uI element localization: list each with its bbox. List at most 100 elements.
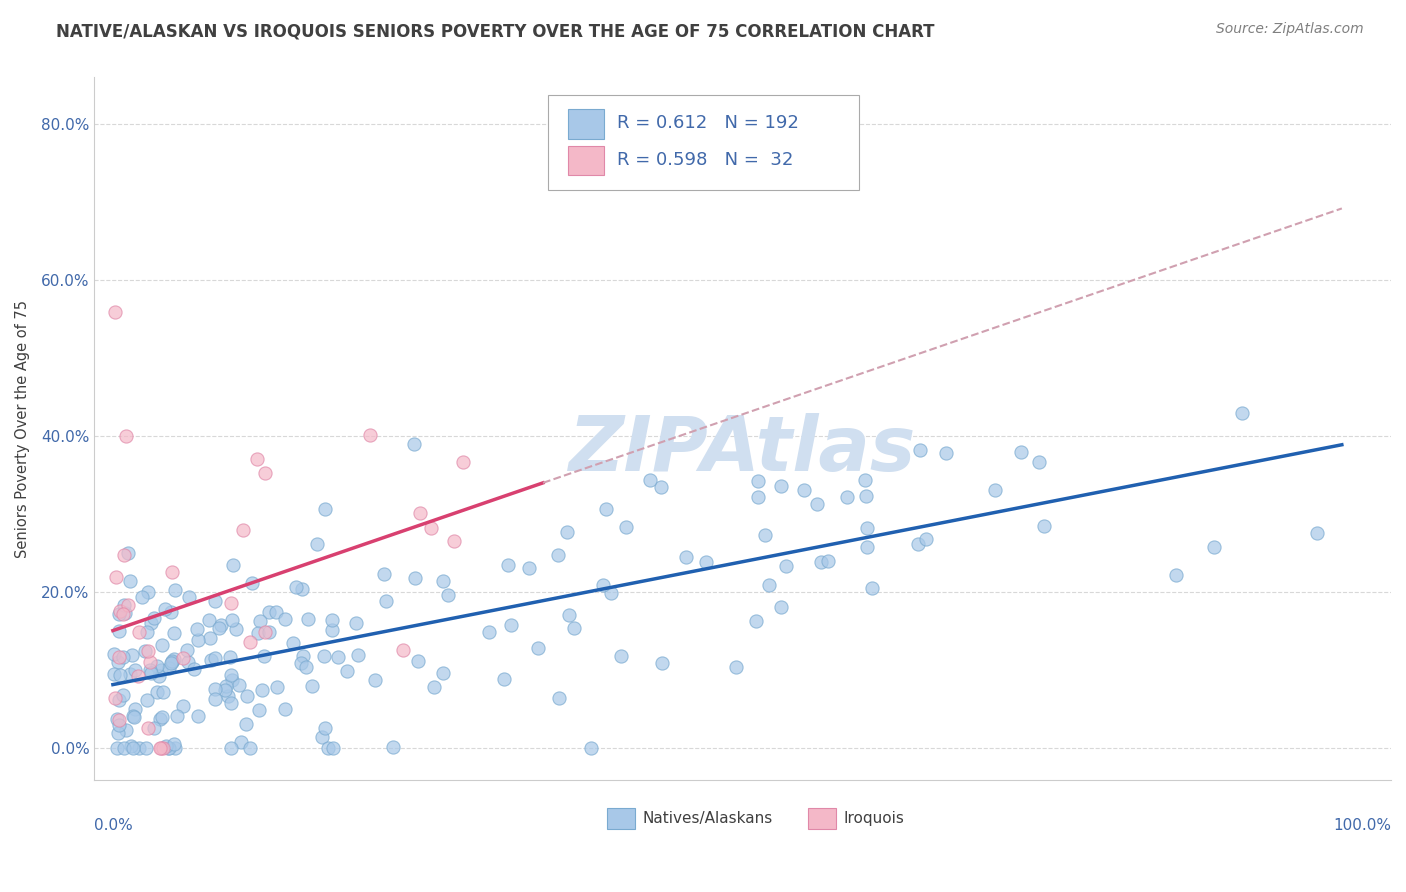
Point	[204, 650, 226, 665]
Point	[408, 655, 430, 669]
Point	[114, 429, 136, 443]
Point	[135, 693, 157, 707]
Point	[907, 537, 929, 551]
Point	[274, 702, 297, 716]
Point	[253, 648, 276, 663]
Point	[107, 726, 129, 740]
Point	[254, 466, 277, 480]
Point	[291, 582, 314, 596]
Point	[121, 648, 143, 662]
Point	[150, 663, 173, 677]
Point	[547, 548, 569, 562]
Point	[112, 548, 135, 562]
FancyBboxPatch shape	[606, 808, 636, 829]
Point	[103, 648, 125, 662]
FancyBboxPatch shape	[568, 145, 605, 175]
Point	[321, 623, 343, 637]
Point	[157, 661, 180, 675]
Point	[284, 580, 307, 594]
Point	[219, 650, 242, 665]
Point	[650, 480, 672, 494]
Point	[364, 673, 387, 687]
Point	[432, 665, 454, 680]
Point	[1028, 455, 1050, 469]
Point	[221, 613, 243, 627]
Point	[347, 648, 370, 662]
Point	[614, 519, 637, 533]
Point	[149, 741, 172, 756]
Point	[914, 532, 936, 546]
Point	[160, 565, 183, 579]
Point	[404, 437, 426, 451]
Point	[219, 741, 242, 756]
Point	[176, 643, 198, 657]
Point	[294, 660, 316, 674]
Point	[745, 615, 768, 629]
Point	[638, 473, 661, 487]
Point	[163, 626, 186, 640]
Point	[432, 574, 454, 588]
Point	[209, 618, 232, 632]
Point	[758, 578, 780, 592]
Point	[283, 636, 305, 650]
Point	[695, 555, 717, 569]
Point	[111, 607, 134, 622]
Point	[204, 681, 226, 696]
Point	[149, 712, 172, 726]
Point	[152, 684, 174, 698]
Point	[381, 739, 404, 754]
Point	[404, 571, 426, 585]
Point	[122, 709, 145, 723]
Point	[105, 712, 128, 726]
Point	[186, 623, 208, 637]
Point	[1230, 406, 1253, 420]
Point	[104, 304, 127, 318]
Point	[291, 648, 314, 663]
Point	[610, 648, 633, 663]
Point	[103, 667, 125, 681]
Point	[138, 663, 160, 677]
Point	[110, 604, 132, 618]
Point	[558, 608, 581, 623]
Point	[163, 738, 186, 752]
Text: NATIVE/ALASKAN VS IROQUOIS SENIORS POVERTY OVER THE AGE OF 75 CORRELATION CHART: NATIVE/ALASKAN VS IROQUOIS SENIORS POVER…	[56, 22, 935, 40]
Point	[311, 730, 333, 744]
Point	[128, 625, 150, 640]
Point	[409, 506, 432, 520]
FancyBboxPatch shape	[548, 95, 859, 190]
Point	[314, 502, 336, 516]
Point	[236, 689, 259, 703]
Point	[114, 606, 136, 620]
Point	[492, 672, 515, 686]
Point	[328, 650, 350, 665]
Point	[301, 680, 323, 694]
Point	[246, 625, 269, 640]
Point	[221, 673, 243, 687]
Point	[159, 656, 181, 670]
Point	[249, 614, 271, 628]
Point	[124, 663, 146, 677]
Point	[128, 741, 150, 756]
Point	[146, 659, 169, 673]
Point	[120, 739, 142, 753]
Point	[675, 549, 697, 564]
Point	[984, 483, 1007, 498]
Point	[163, 652, 186, 666]
Point	[229, 735, 252, 749]
Point	[200, 653, 222, 667]
Point	[177, 655, 200, 669]
Point	[172, 651, 194, 665]
Point	[108, 607, 131, 621]
Point	[134, 644, 156, 658]
Point	[496, 558, 519, 573]
Point	[769, 479, 792, 493]
Point	[160, 655, 183, 669]
Point	[198, 631, 221, 645]
Point	[117, 599, 139, 613]
Point	[1033, 519, 1056, 533]
Text: R = 0.598   N =  32: R = 0.598 N = 32	[617, 151, 793, 169]
Point	[165, 741, 187, 756]
Point	[252, 683, 274, 698]
Point	[124, 701, 146, 715]
Point	[240, 575, 263, 590]
